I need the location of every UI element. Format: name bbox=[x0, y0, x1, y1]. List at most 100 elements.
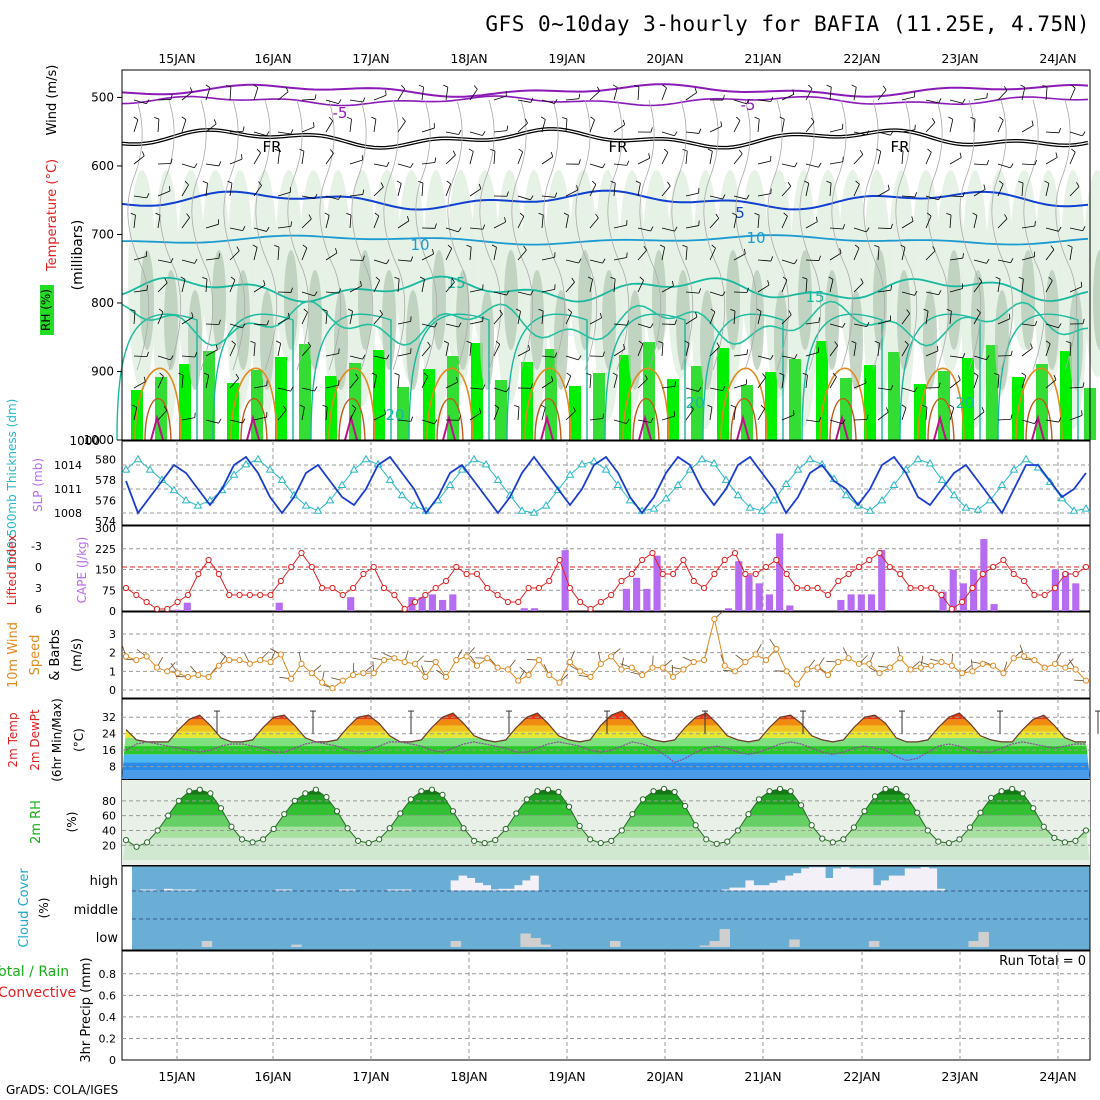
rh-marker bbox=[671, 788, 678, 796]
wind-barb bbox=[805, 259, 820, 261]
wind-barb-flag bbox=[205, 84, 211, 88]
wind-barb bbox=[301, 195, 315, 199]
wind-barb-flag bbox=[482, 131, 486, 136]
wind-barb-flag bbox=[946, 308, 952, 312]
wind-barb-flag bbox=[396, 180, 402, 184]
isotherm-30 bbox=[240, 398, 268, 441]
wind-barb-flag bbox=[562, 116, 568, 120]
wind-barb-flag bbox=[419, 276, 425, 280]
wind-barb bbox=[1021, 125, 1034, 133]
temp-band bbox=[122, 711, 1090, 720]
wind-barb-flag bbox=[515, 308, 521, 312]
rh-marker bbox=[481, 839, 488, 847]
wind-barb bbox=[613, 87, 618, 101]
wind-barb-flag bbox=[694, 87, 698, 93]
wind-barb bbox=[469, 320, 483, 325]
wind-barb bbox=[373, 259, 387, 265]
wind-speed-marker bbox=[184, 673, 192, 681]
wind-barb bbox=[229, 227, 243, 231]
wind-barb bbox=[613, 375, 618, 389]
wind-barb-flag bbox=[213, 119, 217, 125]
wind-barb bbox=[517, 311, 521, 325]
wind-barb-flag bbox=[770, 256, 774, 262]
wind-barb-flag bbox=[308, 214, 312, 220]
wind-barb bbox=[325, 311, 328, 325]
wind-barb-flag bbox=[667, 181, 671, 187]
wind-barb-flag bbox=[612, 372, 618, 376]
wind-barb bbox=[949, 355, 963, 359]
wind-barb-flag bbox=[866, 414, 869, 420]
wind-barb-flag bbox=[519, 212, 525, 217]
wind-barb bbox=[349, 194, 363, 197]
rh-shade-dark bbox=[602, 270, 616, 370]
wind-barb bbox=[853, 227, 867, 233]
wind-barb bbox=[445, 227, 459, 233]
wind-barb-flag bbox=[530, 290, 534, 296]
cloud-frame bbox=[121, 865, 1091, 951]
wind-barb bbox=[949, 119, 954, 133]
high-cloud-bar bbox=[769, 882, 778, 891]
wind-barb bbox=[349, 159, 363, 165]
high-cloud-bar bbox=[936, 888, 946, 891]
wind-barb bbox=[205, 323, 220, 325]
wind-barb-flag bbox=[215, 344, 218, 350]
wind-barb-flag bbox=[443, 84, 449, 88]
wind-barb bbox=[229, 250, 240, 261]
wind-barb bbox=[829, 419, 843, 425]
wind-barb-flag bbox=[1004, 86, 1008, 91]
wind-barb-flag bbox=[346, 116, 352, 120]
lifted-index-marker bbox=[783, 570, 790, 578]
lifted-index-marker bbox=[504, 598, 512, 606]
rh-shade-bright bbox=[203, 351, 215, 440]
wind-speed-marker bbox=[546, 671, 553, 679]
wind-speed-marker bbox=[153, 664, 161, 671]
run-total-label: Run Total = 0 bbox=[999, 954, 1086, 969]
wind-barb-flag bbox=[826, 84, 832, 88]
wind-barb-flag bbox=[338, 194, 342, 200]
wind-barb bbox=[781, 414, 795, 421]
lifted-index-marker bbox=[153, 605, 161, 613]
wind-barb-flag bbox=[767, 280, 770, 286]
rh-shade-dark bbox=[236, 270, 250, 370]
wind-barb-flag bbox=[720, 121, 723, 127]
high-cloud-bar bbox=[514, 885, 523, 891]
isotherm-25 bbox=[917, 367, 965, 441]
wind-barb-flag bbox=[1020, 84, 1026, 88]
rh-contour bbox=[223, 99, 246, 371]
thickness-marker bbox=[265, 465, 275, 473]
wind-barb bbox=[685, 192, 699, 197]
wind-barb-flag bbox=[466, 340, 472, 344]
wind-barb bbox=[781, 163, 795, 168]
rh-marker bbox=[724, 838, 731, 845]
low-cloud-bar bbox=[530, 938, 541, 947]
rh-marker bbox=[608, 837, 615, 844]
wind-barb-flag bbox=[851, 84, 857, 88]
wind-barb-flag bbox=[754, 116, 760, 120]
wind-barb-flag bbox=[242, 126, 245, 132]
wind-barb bbox=[1045, 280, 1053, 293]
temp-axis-label: (°C) bbox=[72, 728, 86, 752]
cape-bar bbox=[439, 599, 447, 611]
wind-barb-flag bbox=[146, 99, 150, 104]
rh-marker bbox=[249, 839, 256, 846]
thickness-tick-label: 574 bbox=[95, 515, 116, 528]
wind-barb bbox=[133, 407, 138, 421]
wind-barb bbox=[301, 247, 308, 261]
wind-barb bbox=[349, 119, 352, 133]
wind-barb-flag bbox=[900, 244, 906, 248]
wind-barb-flag bbox=[842, 322, 846, 328]
wind-barb-flag bbox=[658, 340, 664, 344]
wind-barb-flag bbox=[914, 387, 918, 392]
wind-barb bbox=[157, 311, 164, 325]
wind-barb bbox=[469, 131, 483, 136]
wind-barb bbox=[637, 378, 648, 389]
rh-contour bbox=[159, 99, 182, 371]
wind-barb bbox=[757, 355, 771, 360]
wind-barb bbox=[661, 386, 675, 389]
slp-tick-label: 1011 bbox=[54, 483, 82, 496]
wind-barb-flag bbox=[266, 131, 270, 136]
wind-speed-marker bbox=[752, 651, 759, 658]
temp-tick-label: 16 bbox=[102, 744, 116, 757]
wind-barb-flag bbox=[290, 129, 294, 135]
thickness-marker bbox=[349, 465, 359, 473]
